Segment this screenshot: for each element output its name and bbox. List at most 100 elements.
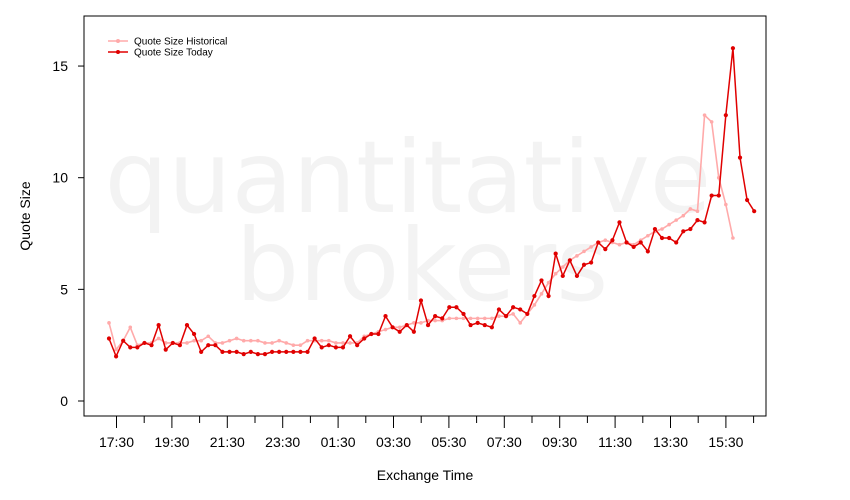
x-tick-label: 03:30: [376, 434, 411, 450]
data-point: [631, 244, 636, 250]
data-point: [340, 345, 346, 350]
data-point: [688, 207, 693, 211]
data-point: [560, 265, 565, 269]
data-point: [752, 209, 757, 214]
data-point: [333, 345, 338, 350]
data-point: [376, 331, 381, 337]
data-point: [454, 316, 459, 321]
watermark: quantitative brokers: [105, 119, 712, 324]
data-point: [546, 280, 551, 285]
data-point: [234, 349, 239, 354]
legend-label: Quote Size Historical: [134, 37, 227, 48]
data-point: [248, 349, 253, 354]
data-point: [425, 322, 431, 328]
data-point: [291, 343, 296, 347]
data-point: [326, 343, 331, 348]
data-point: [575, 254, 579, 258]
data-point: [497, 314, 501, 318]
data-point: [468, 316, 473, 321]
data-point: [659, 235, 665, 241]
data-point: [695, 209, 700, 213]
data-point: [518, 321, 523, 325]
data-point: [574, 273, 580, 279]
data-point: [589, 245, 593, 249]
x-tick-label: 19:30: [154, 434, 189, 450]
data-point: [397, 325, 402, 330]
data-point: [589, 260, 594, 265]
y-tick-label: 15: [52, 58, 68, 74]
y-axis-title: Quote Size: [17, 181, 33, 250]
data-point: [681, 213, 686, 218]
data-point: [603, 238, 608, 243]
data-point: [490, 316, 494, 321]
data-point: [255, 352, 260, 357]
data-point: [128, 345, 133, 350]
data-point: [170, 340, 175, 346]
data-point: [404, 322, 409, 328]
data-point: [184, 322, 190, 328]
data-point: [390, 325, 395, 330]
data-point: [270, 341, 274, 345]
data-point: [468, 322, 473, 328]
data-point: [284, 349, 289, 354]
data-point: [511, 305, 516, 310]
data-point: [156, 322, 161, 328]
data-point: [121, 338, 126, 343]
data-point: [518, 307, 523, 312]
plot-frame: [83, 15, 767, 417]
data-point: [156, 336, 161, 341]
data-point: [532, 293, 537, 299]
data-point: [369, 331, 374, 337]
data-point: [617, 242, 622, 247]
data-point: [645, 249, 650, 254]
data-point: [454, 305, 459, 310]
x-tick-label: 01:30: [321, 434, 356, 450]
data-point: [284, 341, 289, 345]
data-point: [709, 120, 714, 124]
data-point: [730, 46, 736, 51]
data-point: [298, 343, 303, 347]
x-tick-label: 13:30: [653, 434, 688, 450]
data-point: [213, 343, 218, 348]
data-point: [553, 251, 558, 256]
x-tick-label: 09:30: [542, 434, 577, 450]
data-point: [319, 345, 324, 350]
x-axis-title: Exchange Time: [377, 467, 474, 483]
data-point: [326, 338, 331, 343]
data-point: [185, 341, 189, 345]
data-point: [724, 202, 728, 207]
data-point: [702, 220, 707, 225]
data-point: [646, 233, 650, 238]
data-point: [128, 325, 133, 330]
data-point: [362, 336, 367, 341]
watermark-line-1: quantitative: [105, 119, 712, 236]
data-point: [227, 349, 232, 354]
data-point: [496, 307, 502, 312]
data-point: [263, 341, 267, 345]
x-tick-label: 17:30: [99, 434, 134, 450]
data-point: [716, 193, 721, 198]
data-point: [567, 258, 572, 263]
data-point: [383, 327, 388, 332]
data-point: [532, 303, 537, 307]
y-tick-label: 5: [60, 281, 68, 297]
data-point: [142, 340, 147, 346]
data-point: [107, 321, 111, 325]
data-point: [489, 325, 494, 330]
data-point: [617, 220, 622, 225]
x-tick-label: 21:30: [210, 434, 245, 450]
data-point: [114, 347, 118, 352]
data-point: [412, 321, 416, 325]
data-point: [411, 329, 416, 334]
x-tick-label: 05:30: [431, 434, 466, 450]
data-point: [525, 311, 530, 317]
data-point: [667, 222, 671, 227]
legend-item: Quote Size Historical: [108, 37, 227, 48]
data-point: [709, 193, 714, 198]
data-point: [334, 341, 338, 345]
data-point: [603, 247, 608, 252]
data-point: [298, 349, 303, 354]
data-point: [191, 331, 197, 337]
